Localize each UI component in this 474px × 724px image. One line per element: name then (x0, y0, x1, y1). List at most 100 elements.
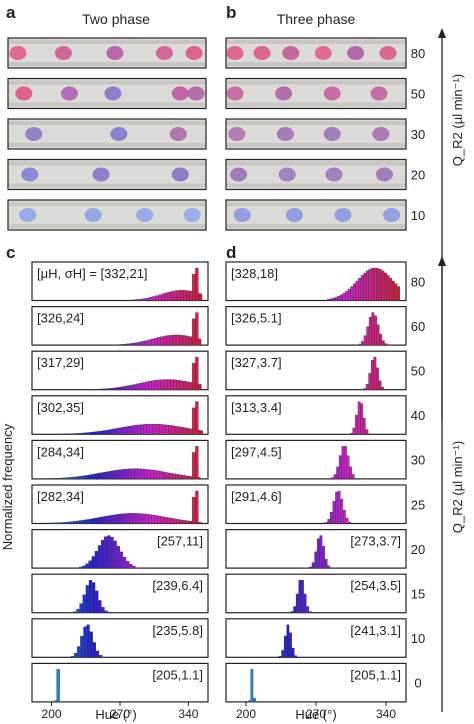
hist-bar (180, 290, 184, 301)
hist-bar (184, 427, 188, 435)
hist-bar (151, 514, 155, 524)
hist-bar (363, 388, 366, 390)
hist-bar (98, 600, 102, 613)
hist-bar (132, 384, 136, 390)
bottom-flow-labels: 80 60 50 40 30 25 20 15 10 0 (411, 274, 425, 690)
hist-c-row-0: [205,1.1] (31, 662, 209, 703)
hist-bar (70, 655, 75, 658)
hist-bar (107, 535, 111, 569)
hist-bar (95, 590, 99, 613)
hist-bar (148, 297, 153, 301)
panel-a-letter: a (6, 3, 16, 22)
hist-annotation: [317,29] (37, 355, 84, 370)
hist-bar (283, 635, 287, 658)
hist-bar (169, 472, 173, 480)
droplet (136, 208, 154, 222)
flow-label-15: 15 (411, 586, 425, 601)
hist-bar (376, 324, 380, 346)
hist-bar (129, 563, 133, 569)
hist-bar (152, 296, 156, 301)
hist-annotation: [326,24] (37, 311, 84, 326)
flow-label-20: 20 (411, 168, 425, 183)
hist-bar (91, 582, 96, 613)
strip-shade-top (9, 161, 205, 166)
hist-bar (379, 333, 383, 346)
hist-bar (107, 515, 111, 524)
panel-b-title: Three phase (277, 11, 356, 27)
three-phase-strip-2 (225, 118, 407, 150)
hist-c-row-50: [317,29] (31, 350, 209, 391)
panel-c-histograms: [μH, σH] = [332,21] [326,24] [317,29] [302,… (31, 261, 209, 721)
hist-bar (156, 470, 160, 480)
hist-c-row-30: [284,34] (31, 439, 209, 480)
hist-bar (74, 433, 78, 435)
hist-bar (95, 517, 99, 524)
hist-bar (342, 293, 346, 301)
hist-bar (90, 474, 95, 480)
hist-bar (181, 427, 185, 435)
droplet (285, 208, 303, 222)
hist-bar (185, 335, 189, 346)
hist-c-row-10: [235,5.8] (31, 618, 209, 658)
hist-d-row-80: [328,18] (225, 261, 407, 302)
hist-bar (86, 624, 90, 658)
x-tick-label: 200 (236, 707, 256, 721)
hist-bar (137, 468, 142, 480)
hist-bar (110, 514, 115, 524)
hist-bar (365, 384, 369, 390)
hist-bar (327, 299, 330, 301)
hist-bar (189, 382, 193, 390)
droplet (253, 46, 271, 60)
hist-bar (173, 518, 177, 524)
hist-bar (290, 611, 294, 613)
flow-label-50: 50 (411, 87, 425, 102)
hist-d-row-50: [327,3.7] (225, 350, 407, 391)
hist-annotation: [313,3.4] (231, 400, 282, 415)
hist-bar (152, 423, 157, 435)
hist-bar (365, 429, 369, 435)
hist-annotation: [297,4.5] (231, 444, 282, 459)
hist-bar (130, 299, 134, 301)
hist-bar (338, 455, 342, 480)
hist-bar (154, 515, 158, 524)
hist-bar (94, 551, 98, 569)
hist-bar (117, 514, 121, 524)
hist-bar (170, 379, 174, 390)
hist-bar (195, 490, 199, 524)
hist-bar (349, 466, 352, 480)
hist-bar (138, 341, 142, 346)
hist-bar (136, 299, 140, 301)
hist-bar (198, 293, 203, 301)
hist-bar (177, 426, 182, 435)
flow-label-80: 80 (411, 46, 425, 61)
hist-bar (384, 272, 387, 301)
hist-bar (65, 477, 70, 480)
hist-bar (77, 646, 81, 658)
x-tick-label: 270 (306, 707, 326, 721)
hist-bar (178, 474, 182, 480)
hist-bar (335, 491, 338, 524)
flow-label-30: 30 (411, 453, 425, 468)
hist-bar (126, 343, 130, 346)
hist-bar (166, 335, 170, 346)
droplet (334, 208, 352, 222)
strip-shade-bottom (9, 183, 205, 188)
hist-bar (107, 388, 111, 390)
hist-bar (324, 558, 328, 569)
flow-label-40: 40 (411, 408, 425, 423)
droplet (314, 46, 332, 60)
hist-bar (181, 475, 185, 480)
hist-annotation: [205,1.1] (350, 667, 401, 682)
hist-bar (126, 513, 130, 524)
hist-bar (120, 386, 124, 390)
hist-annotation: [μH, σH] = [332,21] (37, 266, 148, 281)
droplet (325, 167, 343, 182)
hist-bar (172, 334, 177, 346)
hist-bar (104, 536, 108, 569)
droplet (110, 127, 128, 141)
hist-bar (361, 341, 364, 346)
hist-bar (324, 522, 328, 524)
hist-bar (373, 357, 377, 390)
hist-bar (162, 471, 167, 480)
hist-bar (179, 380, 183, 390)
